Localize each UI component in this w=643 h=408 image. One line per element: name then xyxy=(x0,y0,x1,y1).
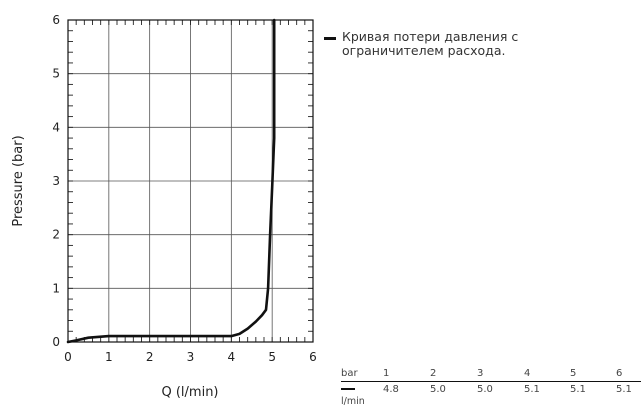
flow-table: bar 1 2 3 4 5 6 l/min 4.8 5.0 5.0 5.1 5.… xyxy=(341,368,641,407)
y-axis-label: Pressure (bar) xyxy=(11,135,26,226)
x-axis-label: Q (l/min) xyxy=(161,385,218,400)
flow-table-bar-value: 4 xyxy=(524,368,531,379)
flow-table-lmin-value: 5.0 xyxy=(477,384,493,395)
y-tick-label: 4 xyxy=(52,120,60,134)
x-tick-label: 1 xyxy=(105,350,113,364)
y-tick-label: 6 xyxy=(52,13,60,27)
flow-table-bar-value: 3 xyxy=(477,368,484,379)
flow-table-header-label: bar xyxy=(341,368,358,379)
flow-table-bar-value: 1 xyxy=(383,368,390,379)
flow-table-lmin-value: 5.1 xyxy=(570,384,586,395)
flow-table-lmin-value: 5.1 xyxy=(524,384,540,395)
legend-line-swatch xyxy=(324,37,336,40)
y-tick-label: 2 xyxy=(52,228,60,242)
x-tick-label: 6 xyxy=(309,350,317,364)
flow-table-bar-value: 5 xyxy=(570,368,577,379)
flow-table-lmin-value: 4.8 xyxy=(383,384,399,395)
flow-table-bar-value: 6 xyxy=(616,368,623,379)
flow-table-unit-label: l/min xyxy=(341,396,365,407)
legend-entry: Кривая потери давления с ограничителем р… xyxy=(342,29,519,58)
table-line-swatch xyxy=(341,388,355,390)
flow-table-lmin-value: 5.1 xyxy=(616,384,632,395)
flow-table-lmin-value: 5.0 xyxy=(430,384,446,395)
legend: Кривая потери давления с ограничителем р… xyxy=(324,30,554,58)
y-tick-label: 0 xyxy=(52,335,60,349)
grid xyxy=(68,20,313,342)
flow-table-lmin-row: l/min 4.8 5.0 5.0 5.1 5.1 5.1 xyxy=(341,384,641,408)
flow-table-header-row: bar 1 2 3 4 5 6 xyxy=(341,368,641,382)
x-tick-label: 5 xyxy=(268,350,276,364)
flow-table-bar-value: 2 xyxy=(430,368,437,379)
y-tick-label: 3 xyxy=(52,174,60,188)
x-tick-label: 2 xyxy=(146,350,154,364)
series-line xyxy=(66,18,276,344)
x-tick-label: 4 xyxy=(228,350,236,364)
y-tick-label: 1 xyxy=(52,281,60,295)
x-tick-label: 0 xyxy=(64,350,72,364)
plot-frame xyxy=(67,19,314,343)
tick-labels: 0 1 2 3 4 5 6 0 1 2 3 4 5 6 xyxy=(52,13,316,364)
series-lines xyxy=(66,18,276,344)
y-tick-label: 5 xyxy=(52,67,60,81)
x-tick-label: 3 xyxy=(187,350,195,364)
